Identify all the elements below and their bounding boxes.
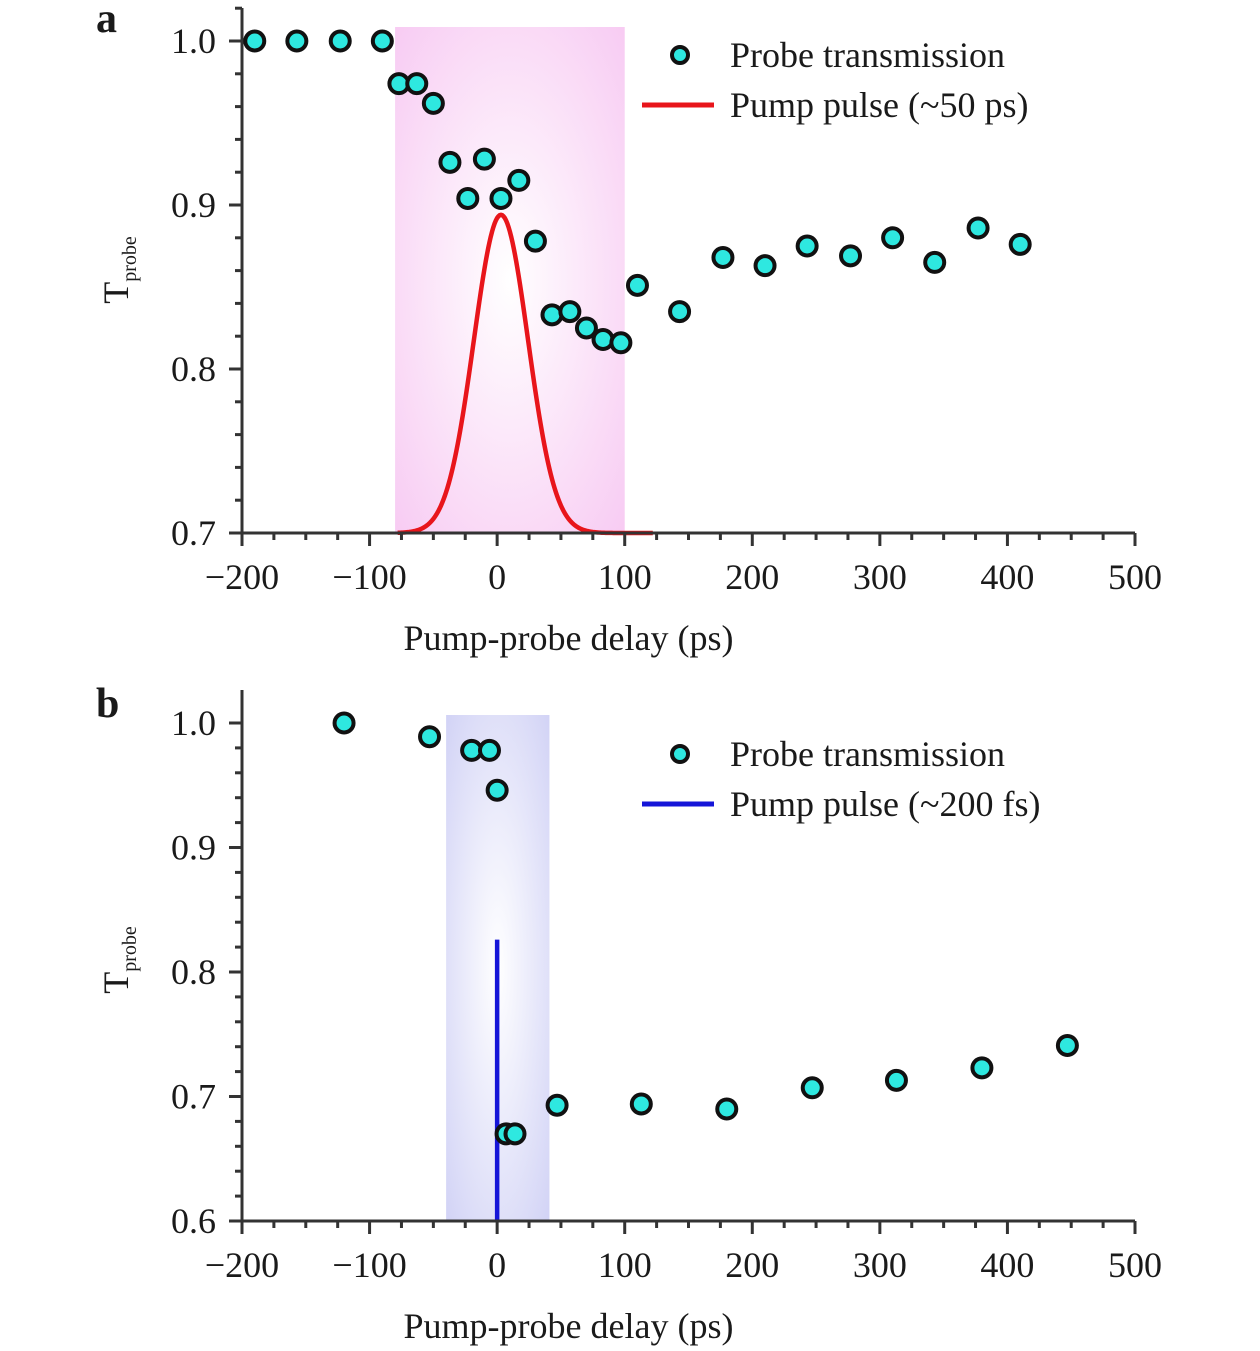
legend: Probe transmission Pump pulse (~50 ps)	[642, 35, 1028, 125]
x-tick-label: −100	[332, 1245, 406, 1285]
panel-letter: b	[96, 681, 119, 727]
x-tick-label: 200	[725, 557, 779, 597]
data-point	[489, 186, 513, 210]
y-axis-label: Tprobe	[96, 236, 141, 304]
x-tick-label: 0	[488, 1245, 506, 1285]
data-point	[418, 725, 442, 749]
data-point	[456, 186, 480, 210]
x-axis-label: Pump-probe delay (ps)	[404, 618, 734, 658]
chart-panel-a: −200 −100 0 100 200 300 400 500 0.7 0.8 0.9 1.0 a Tpr…	[96, 0, 1162, 658]
y-tick-label: 0.6	[171, 1201, 216, 1241]
y-tick-label: 0.8	[171, 349, 216, 389]
x-tick-label: −200	[205, 1245, 279, 1285]
data-point	[545, 1093, 569, 1117]
y-tick-label: 1.0	[171, 21, 216, 61]
legend-label-points: Probe transmission	[730, 35, 1005, 75]
x-tick-label: 0	[488, 557, 506, 597]
x-tick-label: 400	[980, 1245, 1034, 1285]
x-tick-label: 300	[853, 1245, 907, 1285]
data-point	[923, 250, 947, 274]
data-point	[370, 29, 394, 53]
data-point	[668, 300, 692, 324]
data-point	[540, 303, 564, 327]
data-point	[609, 331, 633, 355]
data-point	[405, 72, 429, 96]
x-tick-label: 400	[980, 557, 1034, 597]
y-axis-label: Tprobe	[96, 926, 141, 994]
data-point	[753, 254, 777, 278]
legend-marker-points	[670, 45, 690, 65]
data-point	[558, 300, 582, 324]
data-point	[243, 29, 267, 53]
data-point	[438, 150, 462, 174]
chart-panel-b: −200 −100 0 100 200 300 400 500 0.6 0.7 0.8 0.9 1.0 b…	[96, 681, 1162, 1346]
data-point	[591, 327, 615, 351]
legend-marker-points	[670, 744, 690, 764]
data-point	[966, 216, 990, 240]
legend-label-line: Pump pulse (~50 ps)	[730, 85, 1028, 125]
x-tick-label: −200	[205, 557, 279, 597]
data-point	[715, 1097, 739, 1121]
data-point	[881, 226, 905, 250]
data-point	[625, 273, 649, 297]
x-tick-label: 500	[1108, 1245, 1162, 1285]
panel-letter: a	[96, 0, 117, 42]
y-tick-label: 0.7	[171, 513, 216, 553]
x-axis-label: Pump-probe delay (ps)	[404, 1306, 734, 1346]
y-tick-label: 1.0	[171, 703, 216, 743]
y-tick-label: 0.9	[171, 185, 216, 225]
data-point	[328, 29, 352, 53]
data-point	[970, 1056, 994, 1080]
data-point	[800, 1076, 824, 1100]
data-point	[285, 29, 309, 53]
data-point	[472, 147, 496, 171]
data-point	[1055, 1033, 1079, 1057]
x-tick-label: 300	[853, 557, 907, 597]
data-point	[523, 229, 547, 253]
data-point	[711, 245, 735, 269]
data-point	[421, 91, 445, 115]
legend-label-line: Pump pulse (~200 fs)	[730, 784, 1040, 824]
data-point	[884, 1068, 908, 1092]
data-point	[332, 711, 356, 735]
x-tick-label: 100	[598, 1245, 652, 1285]
x-tick-label: −100	[332, 557, 406, 597]
data-point	[485, 778, 509, 802]
data-point	[795, 234, 819, 258]
x-tick-label: 500	[1108, 557, 1162, 597]
y-tick-label: 0.9	[171, 828, 216, 868]
data-point	[477, 738, 501, 762]
data-point	[503, 1122, 527, 1146]
data-point	[1008, 232, 1032, 256]
legend-label-points: Probe transmission	[730, 734, 1005, 774]
data-point	[507, 168, 531, 192]
y-tick-label: 0.7	[171, 1077, 216, 1117]
data-point	[574, 316, 598, 340]
x-tick-label: 200	[725, 1245, 779, 1285]
y-tick-label: 0.8	[171, 952, 216, 992]
data-point	[839, 244, 863, 268]
x-tick-label: 100	[598, 557, 652, 597]
legend: Probe transmission Pump pulse (~200 fs)	[642, 734, 1040, 824]
data-point	[629, 1092, 653, 1116]
